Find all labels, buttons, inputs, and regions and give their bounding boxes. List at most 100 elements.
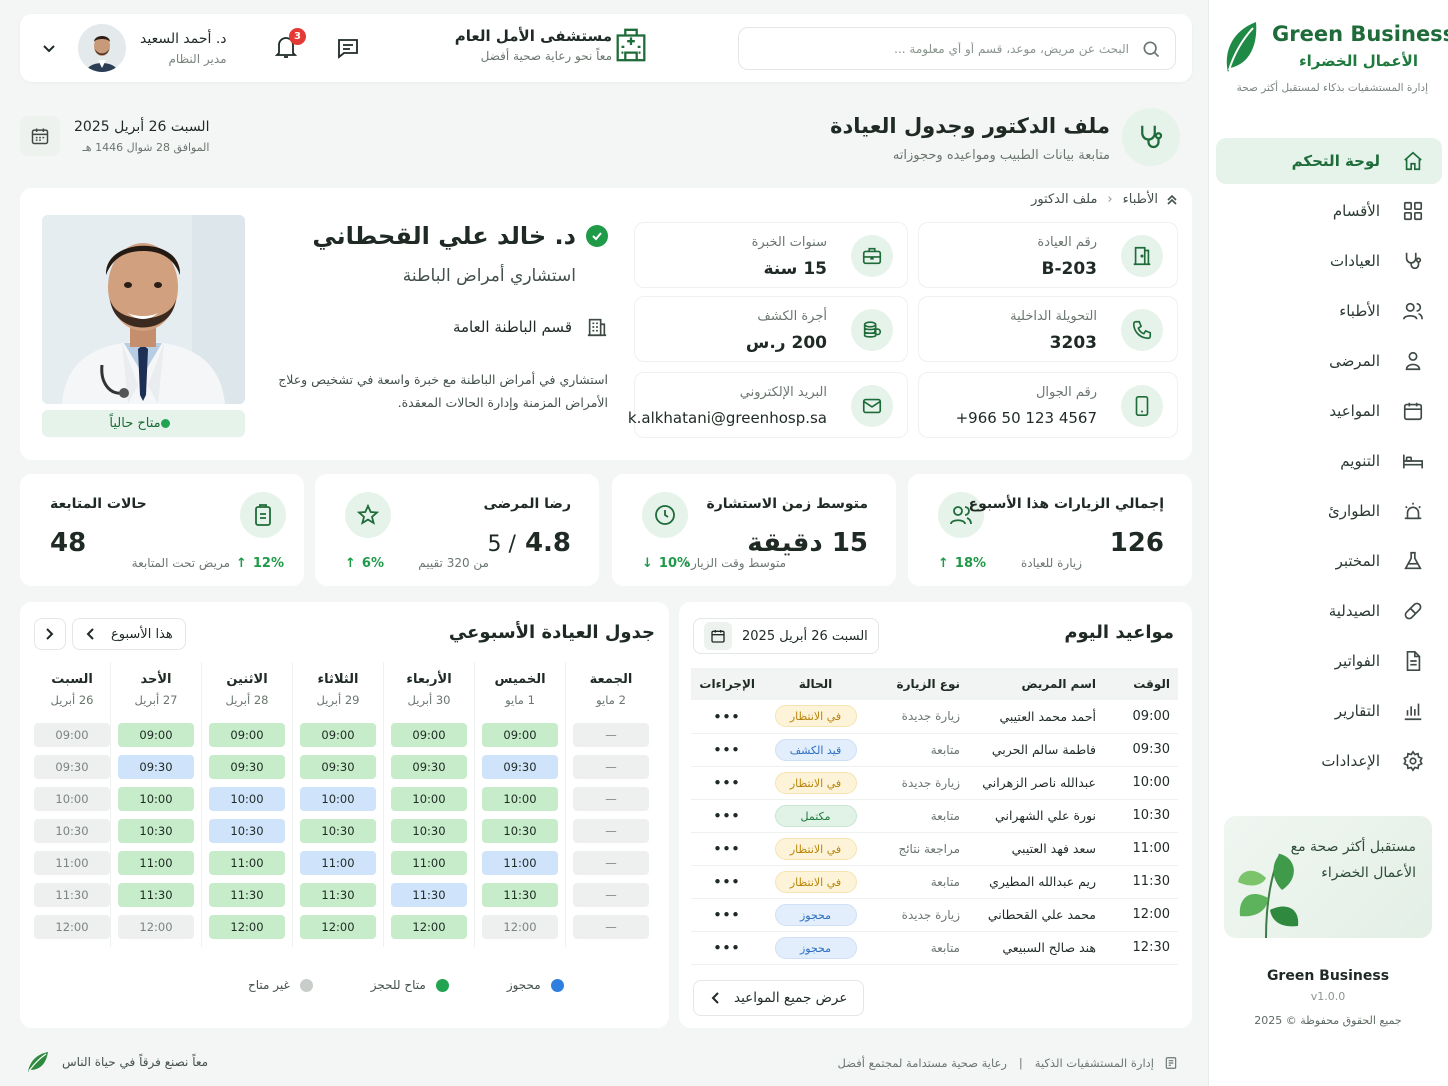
search-input[interactable] (753, 41, 1129, 56)
sidebar-item-reports[interactable]: التقارير (1216, 688, 1442, 734)
time-slot[interactable]: 09:30 (118, 755, 194, 779)
notification-badge: 3 (289, 28, 306, 45)
time-slot[interactable]: 11:30 (300, 883, 376, 907)
sidebar-item-appointments[interactable]: المواعيد (1216, 388, 1442, 434)
sidebar-item-departments[interactable]: الأقسام (1216, 188, 1442, 234)
patient-name[interactable]: ريم عبدالله المطيري (968, 865, 1104, 899)
time-slot: — (573, 883, 649, 907)
user-menu[interactable]: د. أحمد السعيد مدير النظام (78, 24, 227, 72)
table-row[interactable]: 11:30 ريم عبدالله المطيري متابعة في الانتظا… (691, 865, 1178, 899)
time-slot[interactable]: 12:00 (209, 915, 285, 939)
time-slot[interactable]: 11:30 (118, 883, 194, 907)
time-slot[interactable]: 10:30 (118, 819, 194, 843)
time-slot[interactable]: 12:00 (300, 915, 376, 939)
patient-name[interactable]: محمد علي القحطاني (968, 898, 1104, 932)
row-actions-button[interactable]: ••• (691, 700, 763, 734)
collapse-icon[interactable] (1166, 194, 1178, 206)
row-actions-button[interactable]: ••• (691, 931, 763, 965)
sidebar-item-invoices[interactable]: الفواتير (1216, 638, 1442, 684)
time-slot[interactable]: 09:00 (118, 723, 194, 747)
messages-icon[interactable] (336, 36, 360, 60)
time-slot[interactable]: 09:30 (391, 755, 467, 779)
row-actions-button[interactable]: ••• (691, 865, 763, 899)
time-slot[interactable]: 09:30 (300, 755, 376, 779)
time-slot[interactable]: 10:00 (391, 787, 467, 811)
patient-name[interactable]: هند صالح السبيعي (968, 931, 1104, 965)
next-week-button[interactable] (34, 618, 66, 650)
row-actions-button[interactable]: ••• (691, 733, 763, 767)
time-slot[interactable]: 10:00 (118, 787, 194, 811)
sidebar-item-pharmacy[interactable]: الصيدلية (1216, 588, 1442, 634)
time-slot[interactable]: 09:30 (482, 755, 558, 779)
time-slot[interactable]: 09:00 (300, 723, 376, 747)
table-row[interactable]: 09:30 فاطمة سالم الحربي متابعة قيد الكشف ••• (691, 733, 1178, 767)
table-row[interactable]: 12:30 هند صالح السبيعي متابعة محجوز ••• (691, 931, 1178, 965)
time-slot[interactable]: 09:00 (391, 723, 467, 747)
row-actions-button[interactable]: ••• (691, 898, 763, 932)
table-row[interactable]: 10:30 نورة علي الشهراني متابعة مكتمل ••• (691, 799, 1178, 833)
brand-logo[interactable]: Green Business الأعمال الخضراء إدارة الم… (1220, 18, 1448, 100)
doctor-bio: استشاري في أمراض الباطنة مع خبرة واسعة ف… (278, 372, 608, 410)
sidebar-item-dashboard[interactable]: لوحة التحكم (1216, 138, 1442, 184)
time-slot[interactable]: 09:00 (209, 723, 285, 747)
status-cell: في الانتظار (763, 766, 868, 800)
time-slot[interactable]: 10:30 (209, 819, 285, 843)
row-actions-button[interactable]: ••• (691, 799, 763, 833)
row-actions-button[interactable]: ••• (691, 766, 763, 800)
sidebar-item-clinics[interactable]: العيادات (1216, 238, 1442, 284)
time-slot[interactable]: 11:00 (118, 851, 194, 875)
time-slot[interactable]: 11:00 (300, 851, 376, 875)
notifications-bell-icon[interactable]: 3 (274, 28, 306, 60)
sidebar-item-inpatient[interactable]: التنويم (1216, 438, 1442, 484)
table-row[interactable]: 09:00 أحمد محمد العتيبي زيارة جديدة في الان… (691, 700, 1178, 734)
time-slot[interactable]: 09:30 (209, 755, 285, 779)
visit-type: زيارة جديدة (868, 700, 968, 734)
sidebar-item-emergency[interactable]: الطوارئ (1216, 488, 1442, 534)
sidebar-item-label: الأطباء (1339, 302, 1380, 320)
time-slot[interactable]: 10:30 (300, 819, 376, 843)
patient-name[interactable]: فاطمة سالم الحربي (968, 733, 1104, 767)
sidebar-item-settings[interactable]: الإعدادات (1216, 738, 1442, 784)
time-slot[interactable]: 11:30 (391, 883, 467, 907)
mobile-value[interactable]: +966 50 123 4567 (955, 409, 1097, 427)
appointments-date-picker[interactable]: السبت 26 أبريل 2025 (693, 618, 879, 654)
patient-name[interactable]: عبدالله ناصر الزهراني (968, 766, 1104, 800)
table-row[interactable]: 11:00 سعد فهد العتيبي مراجعة نتائج في الانت… (691, 832, 1178, 866)
week-selector-button[interactable]: هذا الأسبوع (72, 618, 186, 650)
table-row[interactable]: 10:00 عبدالله ناصر الزهراني زيارة جديدة في … (691, 766, 1178, 800)
time-slot[interactable]: 10:30 (391, 819, 467, 843)
schedule-day-column: الاثنين 28 أبريل 09:00 09:30 10:00 10:30 11:00… (201, 662, 292, 947)
row-actions-button[interactable]: ••• (691, 832, 763, 866)
patient-name[interactable]: نورة علي الشهراني (968, 799, 1104, 833)
patient-name[interactable]: أحمد محمد العتيبي (968, 700, 1104, 734)
time-slot[interactable]: 10:30 (482, 819, 558, 843)
appointment-time: 09:30 (1104, 733, 1178, 767)
time-slot[interactable]: 10:00 (300, 787, 376, 811)
time-slot[interactable]: 09:00 (482, 723, 558, 747)
time-slot[interactable]: 12:00 (391, 915, 467, 939)
time-slot[interactable]: 11:00 (209, 851, 285, 875)
calendar-icon[interactable] (20, 116, 60, 156)
search-icon[interactable] (1141, 39, 1161, 59)
table-row[interactable]: 12:00 محمد علي القحطاني زيارة جديدة محجوز ••… (691, 898, 1178, 932)
date-display[interactable]: السبت 26 أبريل 2025 الموافق 28 شوال 1446… (20, 104, 209, 168)
patient-name[interactable]: سعد فهد العتيبي (968, 832, 1104, 866)
view-all-appointments-button[interactable]: عرض جميع المواعيد (693, 980, 865, 1016)
arrow-up-icon: ↑ (345, 556, 356, 571)
email-value[interactable]: k.alkhatani@greenhosp.sa (627, 409, 827, 427)
chevron-down-icon[interactable] (42, 42, 56, 56)
time-slot[interactable]: 11:00 (482, 851, 558, 875)
time-slot[interactable]: 11:30 (482, 883, 558, 907)
sidebar-item-label: العيادات (1329, 252, 1380, 270)
sidebar-item-patients[interactable]: المرضى (1216, 338, 1442, 384)
sidebar-item-doctors[interactable]: الأطباء (1216, 288, 1442, 334)
time-slot[interactable]: 11:00 (391, 851, 467, 875)
time-slot[interactable]: 10:00 (482, 787, 558, 811)
breadcrumb-doctors[interactable]: الأطباء (1122, 192, 1158, 207)
time-slot[interactable]: 11:30 (209, 883, 285, 907)
sidebar-item-lab[interactable]: المختبر (1216, 538, 1442, 584)
search-bar[interactable] (738, 27, 1176, 70)
chevron-left-icon[interactable] (85, 627, 95, 641)
time-slot[interactable]: 10:00 (209, 787, 285, 811)
avatar[interactable] (78, 24, 126, 72)
